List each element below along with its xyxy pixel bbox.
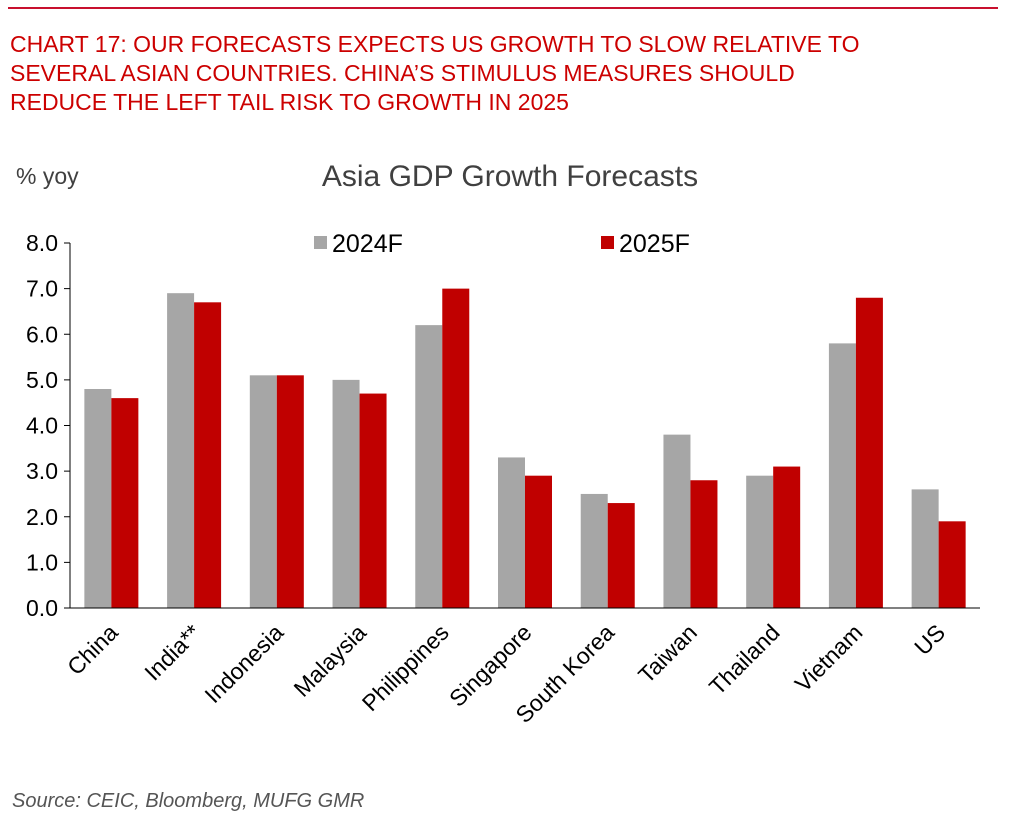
y-axis: 0.0 1.0 2.0 3.0 4.0 5.0 6.0 7.0 8.0 — [26, 230, 71, 621]
bar-2025f — [359, 393, 387, 608]
x-tick-label: China — [62, 619, 123, 680]
y-tick-label: 1.0 — [26, 549, 58, 575]
y-tick-label: 2.0 — [26, 504, 58, 530]
bar-2024f — [84, 389, 112, 608]
bar-2024f — [746, 475, 774, 608]
bar-2024f — [911, 489, 939, 608]
legend-label-2024f: 2024F — [332, 230, 403, 258]
x-tick-label: Malaysia — [289, 619, 372, 702]
x-tick-label: India** — [139, 619, 205, 685]
top-rule — [8, 7, 998, 9]
bar-2024f — [580, 493, 608, 608]
bar-chart: Asia GDP Growth Forecasts % yoy 2024F 20… — [16, 160, 980, 728]
y-tick-label: 4.0 — [26, 413, 58, 439]
legend: 2024F 2025F — [314, 230, 690, 258]
headline-line: SEVERAL ASIAN COUNTRIES. CHINA’S STIMULU… — [10, 60, 795, 86]
bar-2025f — [442, 288, 470, 608]
x-tick-label: Philippines — [357, 619, 454, 716]
x-tick-label: US — [909, 619, 950, 660]
bar-2025f — [111, 398, 139, 608]
bar-2024f — [498, 457, 525, 608]
bar-2025f — [607, 503, 635, 608]
bar-2025f — [276, 375, 304, 608]
bar-2025f — [690, 480, 718, 608]
y-tick-label: 3.0 — [26, 458, 58, 484]
legend-swatch-2025f — [601, 236, 614, 249]
x-tick-label: Indonesia — [199, 619, 288, 708]
chart-headline: CHART 17: OUR FORECASTS EXPECTS US GROWT… — [10, 30, 1010, 117]
chart-title: Asia GDP Growth Forecasts — [322, 160, 698, 193]
y-tick-label: 0.0 — [26, 595, 58, 621]
bars — [84, 288, 966, 608]
bar-2024f — [332, 379, 360, 608]
headline-line: CHART 17: OUR FORECASTS EXPECTS US GROWT… — [10, 31, 860, 57]
bar-2024f — [415, 325, 443, 608]
bar-2025f — [855, 297, 883, 608]
y-axis-label: % yoy — [16, 163, 79, 189]
bar-2024f — [663, 434, 691, 608]
bar-2024f — [167, 293, 195, 608]
bar-2025f — [938, 521, 966, 608]
source-note: Source: CEIC, Bloomberg, MUFG GMR — [12, 790, 365, 812]
bar-2025f — [773, 466, 801, 608]
bar-2024f — [249, 375, 277, 608]
legend-swatch-2024f — [314, 236, 327, 249]
y-tick-label: 8.0 — [26, 230, 58, 256]
y-tick-label: 7.0 — [26, 276, 58, 302]
y-tick-label: 5.0 — [26, 367, 58, 393]
legend-label-2025f: 2025F — [619, 230, 690, 258]
x-tick-label: Thailand — [704, 619, 785, 700]
bar-2024f — [828, 343, 856, 608]
headline-line: REDUCE THE LEFT TAIL RISK TO GROWTH IN 2… — [10, 89, 569, 115]
bar-2025f — [194, 302, 222, 608]
x-axis: China India**Indonesia MalaysiaPhilippines… — [62, 607, 980, 728]
y-tick-label: 6.0 — [26, 321, 58, 347]
bar-2025f — [525, 475, 552, 608]
x-tick-label: Vietnam — [790, 619, 868, 697]
x-tick-label: Taiwan — [633, 619, 702, 688]
